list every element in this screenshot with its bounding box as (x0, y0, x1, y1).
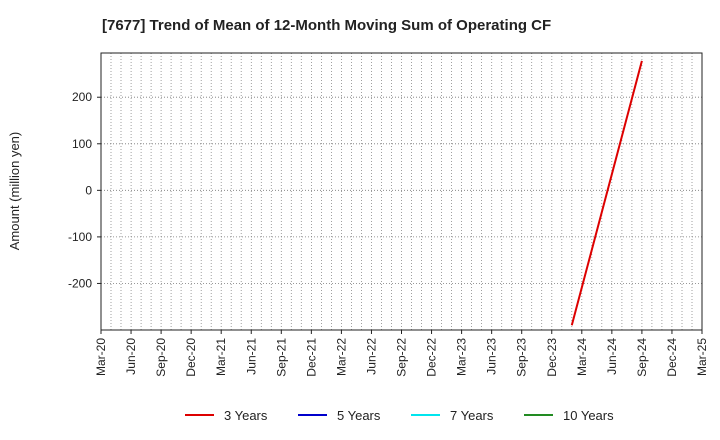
x-tick-label: Dec-20 (184, 338, 198, 377)
x-tick-label: Sep-20 (154, 338, 168, 377)
x-tick-label: Mar-23 (455, 338, 469, 376)
legend-label: 7 Years (450, 408, 494, 423)
x-tick-label: Mar-25 (695, 338, 709, 376)
y-tick-label: 200 (72, 90, 92, 104)
x-tick-label: Jun-22 (364, 338, 378, 375)
y-tick-label: -200 (68, 276, 92, 290)
x-tick-label: Sep-21 (274, 338, 288, 377)
x-tick-label: Jun-20 (124, 338, 138, 375)
legend-label: 3 Years (224, 408, 268, 423)
y-axis-label: Amount (million yen) (7, 132, 22, 251)
x-tick-label: Jun-24 (605, 338, 619, 375)
y-tick-label: -100 (68, 230, 92, 244)
grid (101, 53, 702, 330)
x-tick-label: Jun-21 (244, 338, 258, 375)
x-tick-label: Jun-23 (485, 338, 499, 375)
series-lines (570, 60, 643, 326)
x-tick-label: Mar-22 (334, 338, 348, 376)
x-tick-label: Sep-24 (635, 338, 649, 377)
x-tick-label: Mar-21 (214, 338, 228, 376)
legend: 3 Years 5 Years 7 Years 10 Years (185, 408, 614, 423)
x-tick-label: Sep-22 (395, 338, 409, 377)
y-tick-label: 0 (85, 183, 92, 197)
y-tick-label: 100 (72, 137, 92, 151)
x-tick-label: Dec-23 (545, 338, 559, 377)
legend-label: 10 Years (563, 408, 614, 423)
x-ticks: Mar-20 Jun-20 Sep-20 Dec-20 Mar-21 Jun-21 Sep-… (94, 330, 709, 377)
series-line (570, 60, 643, 326)
x-tick-label: Dec-21 (304, 338, 318, 377)
x-tick-label: Mar-24 (575, 338, 589, 376)
x-tick-label: Sep-23 (515, 338, 529, 377)
y-ticks: -200 -100 0 100 200 (68, 90, 101, 290)
chart-title: [7677] Trend of Mean of 12-Month Moving … (102, 17, 551, 34)
x-tick-label: Dec-22 (425, 338, 439, 377)
x-tick-label: Dec-24 (665, 338, 679, 377)
legend-label: 5 Years (337, 408, 381, 423)
x-tick-label: Mar-20 (94, 338, 108, 376)
